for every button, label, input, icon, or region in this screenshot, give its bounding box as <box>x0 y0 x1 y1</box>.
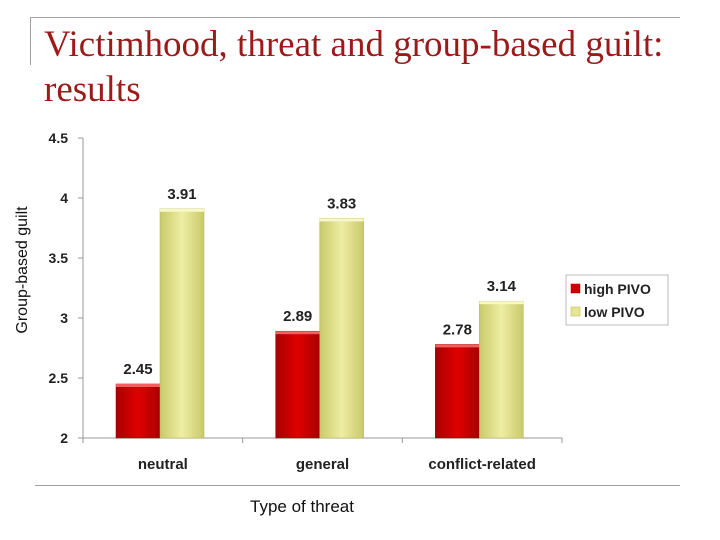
bar-low-pivo-2 <box>479 300 524 439</box>
legend-label-1: low PIVO <box>584 304 645 320</box>
legend-label-0: high PIVO <box>584 281 651 297</box>
legend: high PIVO low PIVO <box>565 274 669 326</box>
y-axis-title: Group-based guilt <box>14 206 31 334</box>
frame-bottom-line <box>35 485 680 486</box>
bar-top-highlight <box>116 384 160 387</box>
data-label: 3.83 <box>327 195 356 212</box>
legend-swatch-1 <box>570 306 581 317</box>
bar-top-highlight <box>479 301 524 305</box>
category-label-2: conflict-related <box>428 456 536 473</box>
x-axis-title: Type of threat <box>250 497 354 516</box>
y-tick-label: 4 <box>60 190 68 206</box>
bar-top-highlight <box>160 208 204 212</box>
y-tick-label: 2.5 <box>49 370 69 386</box>
category-label-0: neutral <box>138 456 188 473</box>
bar-top-highlight <box>319 218 364 222</box>
legend-box <box>565 274 669 326</box>
bar-low-pivo-0 <box>159 208 205 439</box>
data-label: 2.78 <box>443 321 472 338</box>
y-tick-label: 3.5 <box>49 250 69 266</box>
data-label: 3.91 <box>167 186 196 203</box>
bar-top-highlight <box>275 331 320 335</box>
legend-swatch-0 <box>570 283 581 294</box>
bar-high-pivo-0 <box>115 383 161 439</box>
frame-left-line <box>30 17 31 65</box>
slide-title: Victimhood, threat and group-based guilt… <box>44 24 664 110</box>
y-tick-label: 3 <box>60 310 68 326</box>
bar-high-pivo-1 <box>275 330 320 439</box>
bar-low-pivo-1 <box>319 218 364 439</box>
bar-high-pivo-2 <box>435 344 480 439</box>
data-label: 2.45 <box>123 361 152 378</box>
frame-top-line <box>30 17 680 18</box>
category-label-1: general <box>296 456 349 473</box>
y-tick-label: 2 <box>60 430 68 446</box>
data-label: 2.89 <box>283 308 312 325</box>
bar-top-highlight <box>435 344 480 348</box>
y-tick-label: 4.5 <box>49 130 69 146</box>
data-label: 3.14 <box>487 278 517 295</box>
